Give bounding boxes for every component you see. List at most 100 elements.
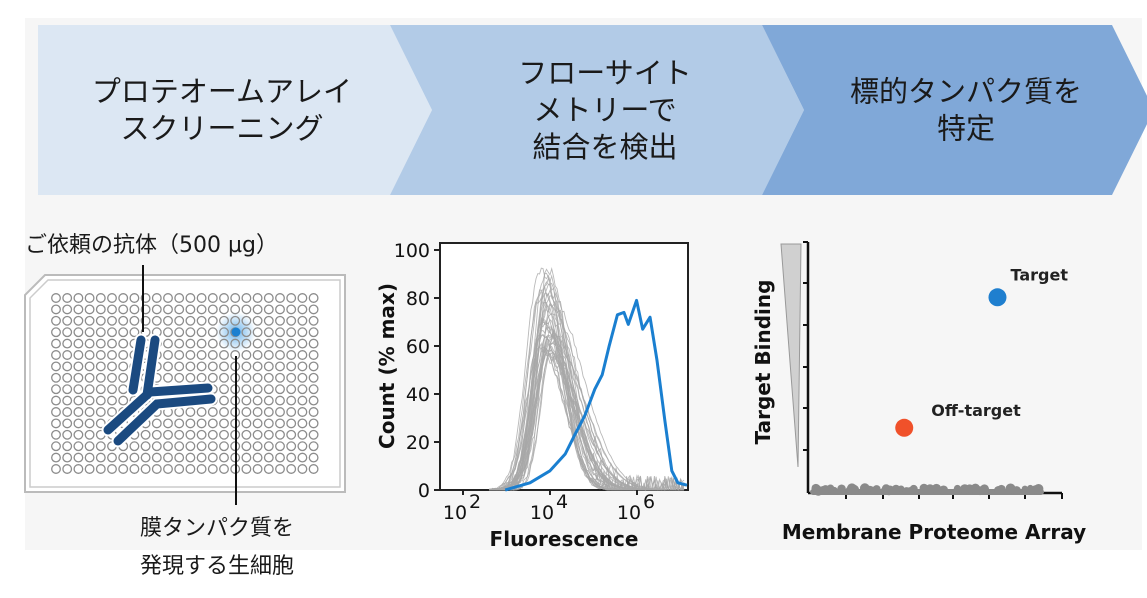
- well: [95, 418, 106, 429]
- well: [219, 315, 229, 326]
- target-point: [988, 288, 1007, 307]
- background-point: [994, 485, 1004, 495]
- well: [84, 327, 95, 338]
- well: [286, 395, 297, 406]
- well: [297, 327, 308, 338]
- well: [73, 315, 84, 326]
- background-point: [959, 484, 970, 494]
- well: [185, 327, 196, 338]
- well: [308, 418, 319, 429]
- well: [185, 407, 196, 417]
- well: [207, 293, 218, 303]
- well: [174, 441, 185, 452]
- well: [196, 464, 207, 474]
- well: [219, 293, 229, 303]
- well: [129, 327, 140, 338]
- step-chevron-3: [762, 25, 1147, 195]
- well: [263, 441, 274, 452]
- background-point: [869, 486, 876, 493]
- well: [151, 315, 162, 326]
- well: [118, 395, 129, 406]
- well: [308, 452, 319, 463]
- well: [252, 464, 263, 474]
- well: [118, 293, 129, 303]
- well: [140, 304, 151, 315]
- well: [62, 293, 73, 303]
- well: [151, 418, 162, 429]
- well: [185, 452, 196, 463]
- step-chevron-2: [390, 25, 804, 195]
- well: [308, 464, 319, 474]
- well: [286, 304, 297, 315]
- well: [151, 441, 162, 452]
- well: [174, 372, 185, 383]
- well: [107, 361, 117, 372]
- well: [297, 407, 308, 417]
- well: [207, 464, 218, 474]
- well: [84, 441, 95, 452]
- well: [219, 407, 229, 417]
- plate-inner-outline: [29, 279, 341, 488]
- well: [207, 452, 218, 463]
- well: [84, 418, 95, 429]
- well: [73, 304, 84, 315]
- y-tick-label: 20: [406, 432, 430, 454]
- well: [185, 361, 196, 372]
- well: [174, 293, 185, 303]
- well: [196, 361, 207, 372]
- well: [151, 304, 162, 315]
- well: [62, 395, 73, 406]
- x-tick-label: 10: [617, 502, 641, 524]
- well: [129, 315, 140, 326]
- antibody-chain: [128, 335, 146, 395]
- well: [297, 372, 308, 383]
- well: [62, 361, 73, 372]
- x-tick-exponent: 2: [469, 491, 481, 513]
- well: [230, 293, 241, 303]
- well: [151, 452, 162, 463]
- well: [95, 384, 106, 395]
- well: [174, 327, 185, 338]
- well: [263, 418, 274, 429]
- well: [308, 372, 319, 383]
- well: [275, 327, 285, 338]
- step-3-label: 標的タンパク質を: [850, 75, 1082, 109]
- well: [62, 338, 73, 349]
- well: [174, 350, 185, 360]
- well: [297, 315, 308, 326]
- well: [241, 395, 252, 406]
- well: [207, 372, 218, 383]
- well: [185, 304, 196, 315]
- hit-well: [231, 327, 241, 337]
- background-point: [1005, 483, 1016, 494]
- well: [308, 350, 319, 360]
- well: [118, 464, 129, 474]
- well: [118, 350, 129, 360]
- well: [174, 464, 185, 474]
- well: [241, 418, 252, 429]
- well: [275, 315, 285, 326]
- well: [252, 395, 263, 406]
- well: [252, 452, 263, 463]
- well: [73, 407, 84, 417]
- well: [51, 315, 61, 326]
- well: [219, 429, 229, 440]
- well: [241, 441, 252, 452]
- well: [73, 464, 84, 474]
- background-point: [979, 484, 989, 494]
- well: [263, 350, 274, 360]
- antibody-chain: [142, 335, 160, 400]
- well: [297, 464, 308, 474]
- well: [219, 441, 229, 452]
- well: [219, 338, 229, 349]
- well: [95, 338, 106, 349]
- well: [207, 429, 218, 440]
- well: [107, 293, 117, 303]
- well: [263, 315, 274, 326]
- well: [241, 361, 252, 372]
- y-tick-label: 60: [406, 336, 430, 358]
- well: [73, 395, 84, 406]
- well: [297, 361, 308, 372]
- well: [95, 395, 106, 406]
